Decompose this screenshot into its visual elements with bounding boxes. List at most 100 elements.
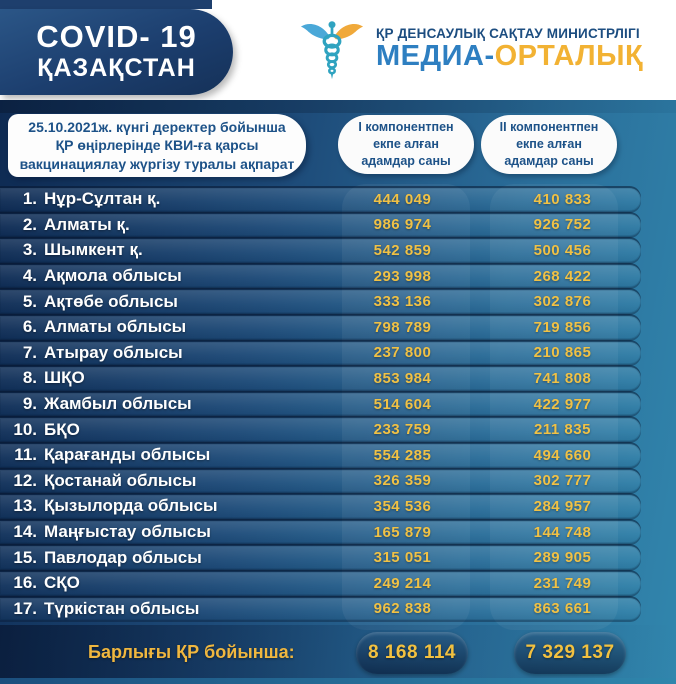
row-band [0, 495, 641, 518]
component2-count: 410 833 [533, 190, 592, 208]
component2-count: 144 748 [533, 523, 592, 541]
region-label: 4. Ақмола облысы [0, 265, 182, 288]
component2-count: 863 661 [533, 600, 592, 618]
row-band [0, 315, 641, 339]
region-name: Жамбыл облысы [44, 394, 192, 414]
region-name: Түркістан облысы [44, 598, 200, 618]
row-band [0, 239, 641, 262]
table-row: 10. БҚО 233 759 211 835 [0, 418, 676, 441]
brand-text: ҚР ДЕНСАУЛЫҚ САҚТАУ МИНИСТРЛІГІ МЕДИА-ОР… [376, 26, 643, 73]
region-name: Шымкент қ. [44, 240, 143, 260]
component2-count: 719 856 [533, 318, 592, 336]
report-line: ҚР өңірлерінде КВИ-ға қарсы [55, 137, 259, 154]
region-name: Ақтөбе облысы [44, 291, 178, 311]
panel-top-edge [0, 100, 676, 113]
column-header-component2: ІІ компонентпен екпе алған адамдар саны [481, 115, 617, 174]
row-band [0, 264, 641, 288]
component2-count: 284 957 [533, 497, 592, 515]
media-center-title: МЕДИА-ОРТАЛЫҚ [376, 39, 643, 73]
region-name: Нұр-Сұлтан қ. [44, 189, 161, 209]
table-row: 1. Нұр-Сұлтан қ. 444 049 410 833 [0, 188, 676, 211]
row-band [0, 571, 641, 595]
region-label: 14. Маңғыстау облысы [0, 521, 211, 544]
row-rank: 3. [22, 240, 37, 260]
component2-count: 302 876 [533, 293, 592, 311]
covid-title-box: COVID- 19 ҚАЗАҚСТАН [0, 9, 233, 95]
row-band [0, 520, 641, 544]
component1-count: 542 859 [373, 241, 432, 259]
row-rank: 14. [13, 522, 37, 542]
region-name: Маңғыстау облысы [44, 522, 211, 542]
data-panel: 25.10.2021ж. күнгі деректер бойынша ҚР ө… [0, 100, 676, 684]
component1-count: 165 879 [373, 523, 432, 541]
component1-count: 514 604 [373, 395, 432, 413]
table-row: 16. СҚО 249 214 231 749 [0, 571, 676, 595]
covid-title: COVID- 19 [36, 19, 197, 55]
table-row: 7. Атырау облысы 237 800 210 865 [0, 341, 676, 365]
column-header-component1: І компонентпен екпе алған адамдар саны [338, 115, 474, 174]
region-label: 13. Қызылорда облысы [0, 495, 218, 518]
row-rank: 7. [22, 342, 37, 362]
row-rank: 13. [13, 496, 37, 516]
table-row: 5. Ақтөбе облысы 333 136 302 876 [0, 290, 676, 313]
region-name: Атырау облысы [44, 342, 183, 362]
component2-count: 231 749 [533, 574, 592, 592]
column2-highlight-band [490, 184, 618, 630]
row-band [0, 443, 641, 467]
total-component1: 8 168 114 [356, 632, 468, 674]
region-label: 12. Қостанай облысы [0, 470, 196, 493]
row-rank: 9. [22, 394, 37, 414]
region-label: 17. Түркістан облысы [0, 598, 199, 621]
region-name: Ақмола облысы [44, 266, 182, 286]
component2-count: 302 777 [533, 472, 592, 490]
component1-count: 293 998 [373, 267, 432, 285]
component2-count: 500 456 [533, 241, 592, 259]
table-row: 4. Ақмола облысы 293 998 268 422 [0, 264, 676, 288]
region-label: 10. БҚО [0, 418, 80, 441]
region-name: Қостанай облысы [44, 470, 197, 490]
region-name: Қарағанды облысы [44, 445, 211, 465]
media-word: МЕДИА- [376, 39, 495, 72]
component2-count: 494 660 [533, 446, 592, 464]
region-name: Павлодар облысы [44, 547, 202, 567]
row-rank: 10. [13, 419, 37, 439]
total-component2: 7 329 137 [514, 632, 626, 674]
col2-line: адамдар саны [504, 153, 594, 168]
component1-count: 326 359 [373, 472, 432, 490]
component1-count: 233 759 [373, 421, 432, 439]
table-row: 2. Алматы қ. 986 974 926 752 [0, 213, 676, 237]
region-label: 6. Алматы облысы [0, 316, 186, 339]
component2-count: 422 977 [533, 395, 592, 413]
region-name: Қызылорда облысы [44, 496, 218, 516]
col1-line: І компонентпен [358, 120, 454, 135]
row-rank: 1. [22, 189, 37, 209]
region-label: 3. Шымкент қ. [0, 239, 143, 262]
table-row: 6. Алматы облысы 798 789 719 856 [0, 315, 676, 339]
row-rank: 6. [22, 317, 37, 337]
component1-count: 354 536 [373, 497, 432, 515]
component2-count: 268 422 [533, 267, 592, 285]
component1-count: 333 136 [373, 293, 432, 311]
table-row: 9. Жамбыл облысы 514 604 422 977 [0, 392, 676, 416]
row-rank: 17. [13, 598, 37, 618]
region-label: 9. Жамбыл облысы [0, 393, 192, 416]
component1-count: 798 789 [373, 318, 432, 336]
row-rank: 5. [22, 291, 37, 311]
region-label: 7. Атырау облысы [0, 342, 183, 365]
region-name: БҚО [44, 419, 80, 439]
component1-count: 315 051 [373, 549, 432, 567]
ministry-name: ҚР ДЕНСАУЛЫҚ САҚТАУ МИНИСТРЛІГІ [376, 25, 640, 41]
table-row: 13. Қызылорда облысы 354 536 284 957 [0, 495, 676, 518]
table-row: 15. Павлодар облысы 315 051 289 905 [0, 546, 676, 569]
region-label: 5. Ақтөбе облысы [0, 290, 178, 313]
component1-count: 249 214 [373, 574, 432, 592]
column1-highlight-band [342, 184, 470, 630]
table-row: 8. ШҚО 853 984 741 808 [0, 367, 676, 390]
component1-count: 444 049 [373, 190, 432, 208]
row-band [0, 597, 641, 621]
row-rank: 16. [13, 573, 37, 593]
row-rank: 8. [22, 368, 37, 388]
report-line: 25.10.2021ж. күнгі деректер бойынша [28, 118, 286, 135]
component2-count: 211 835 [534, 421, 591, 439]
row-band [0, 418, 641, 441]
